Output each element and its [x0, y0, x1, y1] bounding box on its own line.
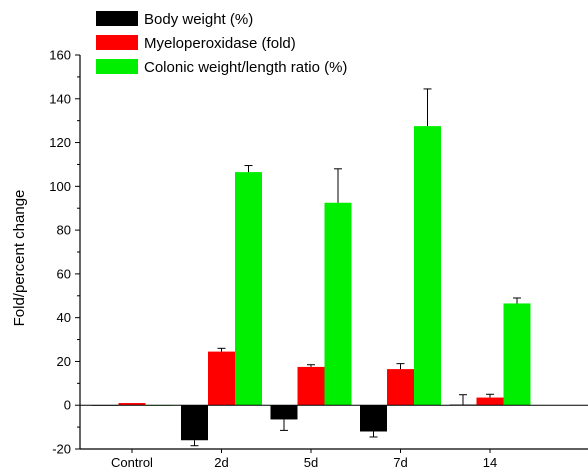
- bar-series-0-1: [181, 405, 208, 441]
- y-tick-label-2: 20: [57, 354, 71, 369]
- x-tick-label-2: 5d: [304, 455, 318, 470]
- x-tick-label-4: 14: [483, 455, 497, 470]
- x-tick-label-3: 7d: [393, 455, 407, 470]
- legend-swatch-0: [96, 11, 138, 26]
- y-tick-label-7: 120: [49, 135, 71, 150]
- x-axis: Control 2d 5d 7d 14: [80, 404, 588, 470]
- bar-series-2-1: [235, 172, 262, 406]
- legend: Body weight (%) Myeloperoxidase (fold) Col…: [96, 11, 347, 76]
- legend-label-2: Colonic weight/length ratio (%): [144, 59, 347, 76]
- bar-series-1-2: [297, 366, 325, 406]
- y-axis: -20 0 20 40 60 80 100 120 140 160: [49, 48, 81, 457]
- y-tick-label-1: 0: [64, 398, 71, 413]
- y-tick-label-4: 60: [57, 266, 71, 281]
- y-tick-label-6: 100: [49, 179, 71, 194]
- bar-series-2-4: [503, 303, 531, 406]
- legend-label-0: Body weight (%): [144, 11, 253, 28]
- x-tick-label-0: Control: [111, 455, 153, 470]
- y-tick-label-9: 160: [49, 48, 71, 63]
- legend-label-1: Myeloperoxidase (fold): [144, 35, 296, 52]
- bar-series-2-3: [414, 126, 441, 406]
- x-tick-label-1: 2d: [214, 455, 228, 470]
- legend-swatch-2: [96, 59, 138, 74]
- bar-series-1-4: [476, 397, 504, 406]
- bar-series-2-2: [324, 202, 352, 406]
- bar-series-1-0: [118, 403, 146, 406]
- y-tick-label-0: -20: [52, 442, 71, 457]
- legend-swatch-1: [96, 35, 138, 50]
- y-axis-label: Fold/percent change: [11, 190, 28, 327]
- bar-series-1-3: [387, 369, 414, 406]
- y-tick-label-3: 40: [57, 310, 71, 325]
- plot-area: [91, 88, 531, 447]
- bar-series-1-1: [208, 351, 235, 406]
- bar-series-0-2: [270, 405, 298, 420]
- y-tick-label-5: 80: [57, 223, 71, 238]
- y-tick-label-8: 140: [49, 91, 71, 106]
- bar-series-0-3: [360, 405, 387, 432]
